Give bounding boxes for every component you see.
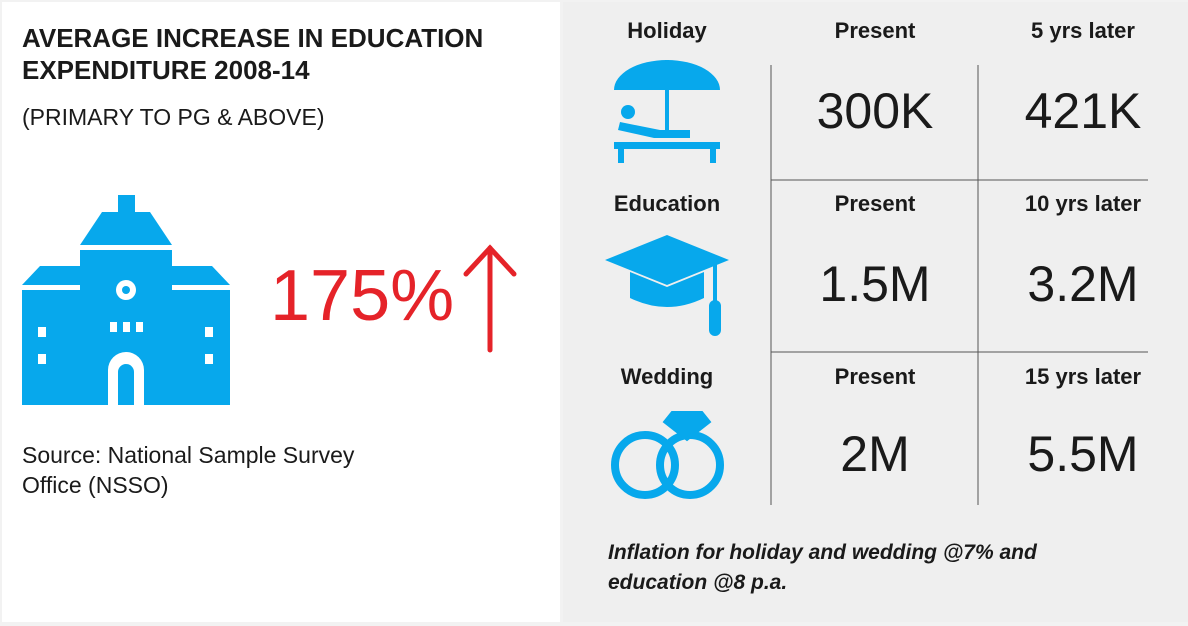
present-label: Present [834,364,916,389]
rings-icon [611,411,724,499]
title: AVERAGE INCREASE IN EDUCATION EXPENDITUR… [22,23,484,85]
later-value: 421K [1024,83,1142,139]
school-details [38,280,213,405]
present-value: 300K [816,83,934,139]
later-value: 3.2M [1027,256,1139,312]
later-label: 10 yrs later [1024,191,1142,216]
subtitle: (PRIMARY TO PG & ABOVE) [22,104,325,130]
present-value: 1.5M [819,256,931,312]
cap-icon [605,235,729,336]
school-icon [22,195,230,405]
table-grid [770,65,1148,505]
present-value: 2M [840,426,910,482]
goal-label: Holiday [627,18,707,43]
holiday-icon [614,60,720,163]
note: Inflation for holiday and wedding @7% an… [608,541,1037,594]
up-arrow [463,244,517,353]
present-label: Present [834,18,916,43]
present-label: Present [834,191,916,216]
goal-label: Wedding [620,364,714,389]
goal-label: Education [613,191,721,216]
later-label: 15 yrs later [1024,364,1142,389]
stat: 175% [270,256,455,336]
source: Source: National Sample Survey Office (N… [22,442,355,498]
later-value: 5.5M [1027,426,1139,482]
later-label: 5 yrs later [1031,18,1135,43]
